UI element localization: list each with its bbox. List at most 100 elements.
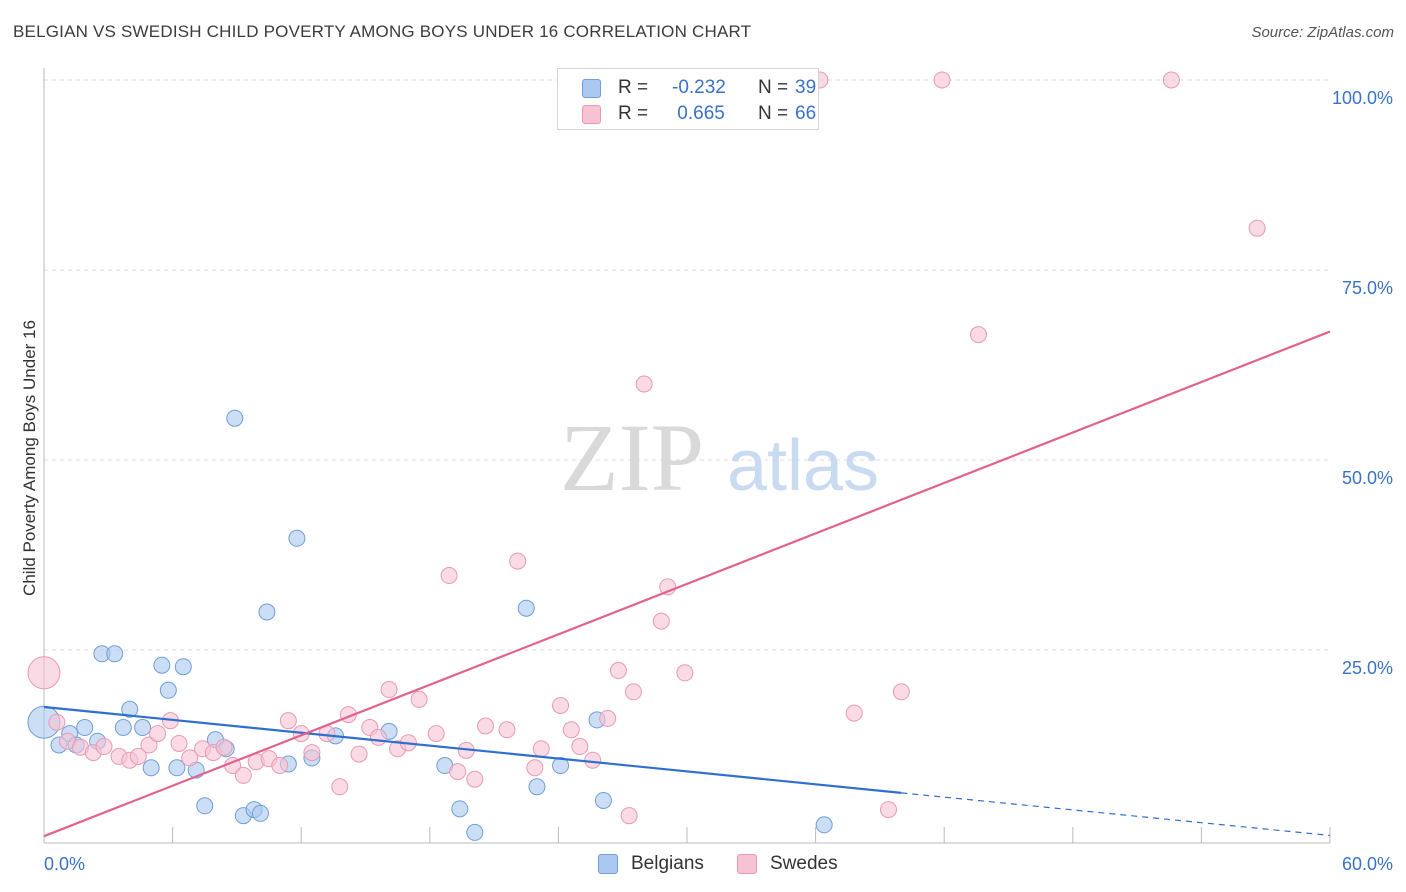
legend-label: Belgians [631,853,704,874]
swede-point [279,712,297,730]
n-value: 66 [795,103,817,124]
swede-point [48,713,66,731]
swede-point [477,717,495,735]
x-tick-label: 0.0% [44,854,85,874]
swede-point [609,662,627,680]
belgian-point [451,800,469,818]
watermark-atlas: atlas [727,426,879,506]
swede-point [170,734,188,752]
belgian-points [27,409,833,841]
r-value: 0.665 [672,103,725,124]
belgian-point [251,804,269,822]
swede-point [181,749,199,767]
belgian-point [76,719,94,737]
swede-point [234,766,252,784]
r-label: R = [618,77,649,98]
tick-labels: 25.0% 50.0% 75.0% 100.0% 0.0% 60.0% [44,88,1393,874]
swede-point [440,567,458,585]
r-label: R = [618,103,649,124]
r-value: -0.232 [672,77,726,98]
belgian-point [288,529,306,547]
swede-point [271,757,289,775]
stats-box: R = -0.232 N = 39 R = 0.665 N = 66 [557,68,819,130]
watermark: ZIP atlas [560,404,879,511]
swede-swatch [582,105,601,124]
belgian-trend-line [43,705,902,794]
chart-title: BELGIAN VS SWEDISH CHILD POVERTY AMONG B… [13,22,752,41]
belgian-point [815,816,833,834]
swede-point [1162,71,1180,89]
belgian-point [517,599,535,617]
n-label: N = [758,77,789,98]
legend-label: Swedes [770,853,838,874]
belgian-point [174,658,192,676]
swede-point [303,744,321,762]
swede-point [652,612,670,630]
belgian-point [134,719,152,737]
belgian-trend-extension [901,792,1331,837]
belgian-point [159,681,177,699]
swede-point [449,763,467,781]
swede-points [27,71,1266,825]
swede-point [1248,219,1266,237]
y-tick-label: 50.0% [1342,468,1393,488]
swede-point [845,704,863,722]
swede-point [599,709,617,727]
swede-point [635,375,653,393]
swede-point [562,721,580,739]
swede-point [532,740,550,758]
swede-point [509,552,527,570]
belgian-point [258,603,276,621]
belgian-point [594,791,612,809]
swede-point [149,725,167,743]
y-tick-label: 100.0% [1332,88,1393,108]
belgian-point [552,757,570,775]
belgian-point [142,759,160,777]
swede-point [215,738,233,756]
trend-lines [43,330,1331,838]
belgian-point [528,778,546,796]
belgian-point [168,759,186,777]
swede-point [380,681,398,699]
swede-trend-line [43,330,1331,838]
swede-point [879,801,897,819]
n-value: 39 [795,77,817,98]
belgian-point [196,797,214,815]
belgian-legend-swatch [598,854,618,874]
belgian-point [226,409,244,427]
swede-point [466,770,484,788]
swede-point [892,683,910,701]
belgian-point [466,823,484,841]
swede-point [571,738,589,756]
swede-point [369,728,387,746]
source-credit: Source: ZipAtlas.com [1251,24,1394,41]
swede-point [552,696,570,714]
swede-point [676,664,694,682]
swede-point [427,725,445,743]
swede-point [350,745,368,763]
swede-point [969,326,987,344]
belgian-swatch [582,79,601,98]
belgian-point [121,700,139,718]
y-tick-label: 75.0% [1342,278,1393,298]
swede-point [27,656,61,690]
n-label: N = [758,103,789,124]
swede-point [140,736,158,754]
swede-point [620,807,638,825]
gridlines [44,79,1330,651]
swede-legend-swatch [737,854,757,874]
y-tick-label: 25.0% [1342,658,1393,678]
swede-point [526,759,544,777]
swede-point [410,690,428,708]
swede-point [933,71,951,89]
x-tick-label: 60.0% [1342,854,1393,874]
swede-point [584,751,602,769]
swede-point [498,721,516,739]
swede-point [624,683,642,701]
belgian-point [114,719,132,737]
swede-point [95,738,113,756]
swede-point [129,747,147,765]
belgian-point [106,645,124,663]
watermark-zip: ZIP [560,404,704,511]
